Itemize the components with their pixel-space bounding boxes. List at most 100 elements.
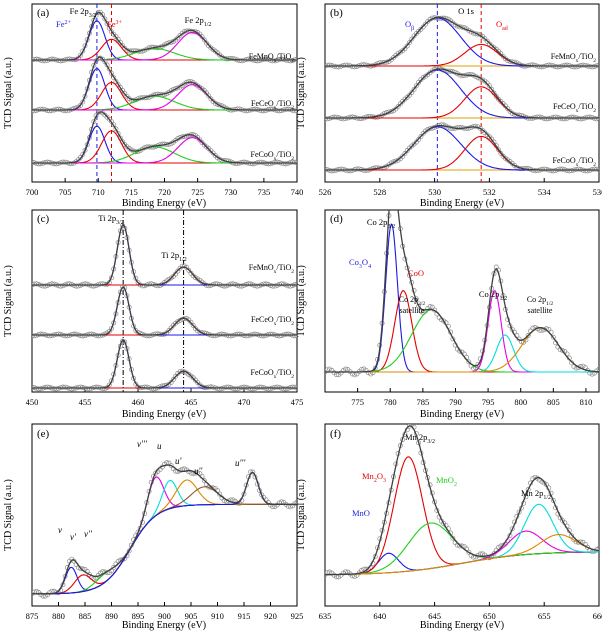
raw-data-point	[272, 283, 278, 289]
panel-c-x-tick-label: 475	[291, 397, 304, 407]
raw-data-point	[585, 168, 591, 174]
raw-data-point	[475, 31, 481, 37]
raw-data-point	[64, 333, 70, 339]
raw-data-point	[591, 166, 597, 172]
raw-data-point	[325, 116, 330, 122]
raw-data-point	[347, 168, 353, 174]
raw-data-point	[466, 549, 472, 555]
raw-data-point	[530, 325, 536, 331]
raw-data-point	[226, 498, 231, 504]
panel-d-ylabel: TCD Signal (a.u.)	[296, 265, 307, 337]
raw-data-point	[234, 386, 240, 392]
panel-e-peak-u3: u'''	[235, 458, 246, 468]
panel-e-x-tick-label: 890	[105, 611, 118, 621]
panel-e-ylabel: TCD Signal (a.u.)	[3, 479, 14, 551]
panel-c-x-tick-label: 470	[238, 397, 251, 407]
panel-e-peak-v3: v'''	[137, 439, 148, 449]
raw-data-point	[248, 281, 254, 287]
raw-data-point	[84, 281, 90, 287]
raw-data-point	[562, 62, 568, 68]
panel-e-fit-envelope-0	[32, 464, 297, 595]
raw-data-point	[491, 139, 497, 145]
raw-data-point	[594, 116, 599, 122]
raw-data-point	[418, 134, 424, 139]
raw-data-point	[219, 331, 225, 337]
raw-data-point	[389, 187, 393, 191]
raw-data-point	[571, 114, 577, 120]
raw-data-point	[566, 168, 572, 174]
panel-c-frame	[31, 209, 298, 393]
raw-data-point	[409, 36, 415, 42]
raw-data-point	[192, 29, 198, 35]
panel-c-fit-envelope-0	[32, 224, 297, 286]
panel-b-fit-envelope-1	[325, 68, 599, 119]
panel-e-peak-v2: v''	[84, 529, 93, 539]
panel-e-component-2	[32, 503, 297, 595]
raw-data-point	[596, 116, 599, 122]
panel-e-x-tick-label: 895	[132, 611, 145, 621]
raw-data-point	[36, 386, 42, 392]
panel-b-xlabel: Binding Energy (eV)	[420, 198, 504, 209]
raw-data-point	[106, 382, 112, 388]
raw-data-point	[228, 333, 234, 339]
raw-data-point	[416, 137, 422, 142]
raw-data-point	[206, 283, 212, 289]
panel-b-sample-fece: FeCeOx/TiO2	[553, 102, 596, 114]
panel-a-xlabel: Binding Energy (eV)	[122, 198, 206, 209]
raw-data-point	[407, 40, 412, 46]
raw-data-point	[36, 281, 42, 287]
panel-e-peak-u1: u'	[175, 456, 183, 466]
panel-b-x-tick-label: 536	[593, 187, 602, 197]
raw-data-point	[587, 64, 593, 70]
raw-data-point	[173, 86, 178, 92]
raw-data-point	[168, 39, 174, 45]
panel-e-x-tick-label: 925	[291, 611, 304, 621]
panel-f-raw-data-0	[325, 424, 599, 580]
panel-e-xlabel: Binding Energy (eV)	[122, 620, 206, 631]
panel-c-component-0	[32, 339, 297, 389]
panel-c-plot-area	[32, 210, 297, 392]
raw-data-point	[239, 58, 245, 64]
panel-c-raw-data-1	[32, 283, 297, 339]
raw-data-point	[541, 166, 547, 172]
raw-data-point	[532, 168, 538, 174]
panel-d: 775 780 785 790 795 800 805 810 (d) Co 2p3/2 Co…	[324, 187, 600, 420]
panel-e-x-tick-label: 915	[238, 611, 251, 621]
raw-data-point	[537, 64, 543, 70]
raw-data-point	[325, 166, 328, 172]
raw-data-point	[294, 333, 297, 339]
raw-data-point	[95, 384, 101, 390]
raw-data-point	[230, 281, 236, 287]
panel-a-x-tick-label: 705	[59, 187, 72, 197]
raw-data-point	[82, 281, 88, 287]
panel-b-x-tick-label: 534	[538, 187, 552, 197]
panel-a-plot-area	[32, 4, 297, 182]
raw-data-point	[576, 166, 581, 172]
panel-a-x-tick-label: 725	[191, 187, 204, 197]
panel-d-species-co3o4: Co3O4	[349, 257, 371, 270]
panel-d-x-tick-label: 775	[351, 397, 364, 407]
raw-data-point	[294, 108, 297, 114]
raw-data-point	[287, 58, 293, 64]
raw-data-point	[254, 283, 260, 289]
raw-data-point	[38, 386, 44, 392]
raw-data-point	[223, 283, 229, 289]
raw-data-point	[354, 166, 360, 172]
raw-data-point	[439, 122, 444, 128]
panel-f: 635640645650655660 (f) Mn 2p3/2 Mn 2p1/2…	[319, 423, 602, 631]
raw-data-point	[248, 56, 254, 62]
raw-data-point	[155, 283, 161, 289]
raw-data-point	[557, 166, 563, 172]
panel-b-sample-feco: FeCoOx/TiO2	[553, 156, 597, 168]
raw-data-point	[388, 109, 394, 115]
raw-data-point	[569, 533, 575, 539]
panel-e-x-tick-label: 900	[158, 611, 171, 621]
raw-data-point	[340, 166, 346, 172]
raw-data-point	[32, 384, 35, 390]
raw-data-point	[47, 333, 53, 339]
raw-data-point	[232, 281, 238, 287]
raw-data-point	[80, 48, 86, 54]
raw-data-point	[102, 59, 108, 65]
raw-data-point	[578, 116, 584, 122]
